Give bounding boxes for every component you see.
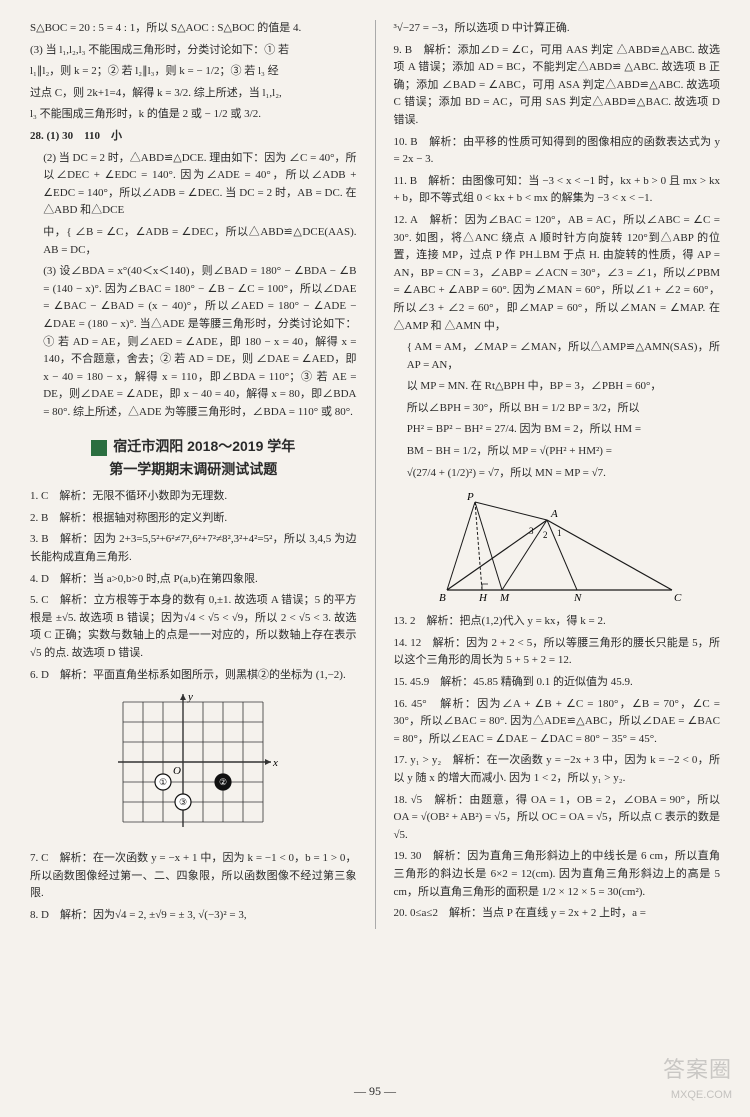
text: ³√−27 = −3，所以选项 D 中计算正确. xyxy=(394,20,721,38)
left-column: S△BOC = 20 : 5 = 4 : 1，所以 S△AOC : S△BOC … xyxy=(30,20,357,929)
answer-12f: BM − BH = 1/2，所以 MP = √(PH² + HM²) = xyxy=(394,443,721,461)
answer-8: 8. D 解析：因为√4 = 2, ±√9 = ± 3, √(−3)² = 3, xyxy=(30,907,357,925)
right-column: ³√−27 = −3，所以选项 D 中计算正确. 9. B 解析：添加∠D = … xyxy=(394,20,721,929)
answer-12e: PH² = BP² − BH² = 27/4. 因为 BM = 2，所以 HM … xyxy=(394,421,721,439)
question-28-2: (2) 当 DC = 2 时，△ABD≌△DCE. 理由如下：因为 ∠C = 4… xyxy=(30,150,357,220)
triangle-diagram: P A B HM N C 321 xyxy=(427,490,687,605)
answer-4: 4. D 解析：当 a>0,b>0 时,点 P(a,b)在第四象限. xyxy=(30,571,357,589)
svg-text:N: N xyxy=(573,592,582,604)
svg-text:①: ① xyxy=(159,777,167,787)
svg-text:②: ② xyxy=(219,777,227,787)
watermark: 答案圈 xyxy=(663,1052,732,1087)
svg-text:A: A xyxy=(550,508,558,520)
answer-7: 7. C 解析：在一次函数 y = −x + 1 中，因为 k = −1 < 0… xyxy=(30,850,357,903)
answer-12g: √(27/4 + (1/2)²) = √7，所以 MN = MP = √7. xyxy=(394,465,721,483)
question-28-1: 28. (1) 30 110 小 xyxy=(30,128,357,146)
answer-11: 11. B 解析：由图像可知：当 −3 < x < −1 时，kx + b > … xyxy=(394,173,721,208)
answer-20: 20. 0≤a≤2 解析：当点 P 在直线 y = 2x + 2 上时，a = xyxy=(394,905,721,923)
answer-3: 3. B 解析：因为 2+3=5,5²+6²≠7²,6²+7²≠8²,3²+4²… xyxy=(30,531,357,566)
answer-12: 12. A 解析：因为∠BAC = 120°，AB = AC，所以∠ABC = … xyxy=(394,212,721,335)
svg-text:M: M xyxy=(499,592,510,604)
svg-text:y: y xyxy=(187,692,193,703)
answer-12c: 以 MP = MN. 在 Rt△BPH 中，BP = 3，∠PBH = 60°， xyxy=(394,378,721,396)
question-28-4: (3) 设∠BDA = x°(40＜x＜140)，则∠BAD = 180° − … xyxy=(30,263,357,421)
text: (3) 当 l₁,l₂,l₃ 不能围成三角形时，分类讨论如下：① 若 xyxy=(30,42,357,60)
answer-18: 18. √5 解析：由题意，得 OA = 1，OB = 2，∠OBA = 90°… xyxy=(394,792,721,845)
question-28-3: 中，{ ∠B = ∠C，∠ADB = ∠DEC，所以△ABD≌△DCE(AAS)… xyxy=(30,224,357,259)
svg-text:H: H xyxy=(478,592,488,604)
title-line2: 第一学期期末调研测试试题 xyxy=(109,461,277,477)
text: l₁∥l₂，则 k = 2；② 若 l₂∥l₃，则 k = − 1/2；③ 若 … xyxy=(30,63,357,81)
text: 过点 C，则 2k+1=4，解得 k = 3/2. 综上所述，当 l₁,l₂, xyxy=(30,85,357,103)
svg-text:1: 1 xyxy=(557,528,562,538)
answer-6: 6. D 解析：平面直角坐标系如图所示，则黑棋②的坐标为 (1,−2). xyxy=(30,667,357,685)
svg-text:2: 2 xyxy=(543,530,548,540)
title-line1: 宿迁市泗阳 2018～2019 学年 xyxy=(113,438,295,454)
text: l₃ 不能围成三角形时，k 的值是 2 或 − 1/2 或 3/2. xyxy=(30,106,357,124)
answer-9: 9. B 解析：添加∠D = ∠C，可用 AAS 判定 △ABD≌△ABC. 故… xyxy=(394,42,721,130)
answer-15: 15. 45.9 解析：45.85 精确到 0.1 的近似值为 45.9. xyxy=(394,674,721,692)
text: S△BOC = 20 : 5 = 4 : 1，所以 S△AOC : S△BOC … xyxy=(30,20,357,38)
answer-5: 5. C 解析：立方根等于本身的数有 0,±1. 故选项 A 错误；5 的平方根… xyxy=(30,592,357,662)
answer-10: 10. B 解析：由平移的性质可知得到的图像相应的函数表达式为 y = 2x −… xyxy=(394,134,721,169)
answer-12d: 所以∠BPH = 30°，所以 BH = 1/2 BP = 3/2，所以 xyxy=(394,400,721,418)
svg-text:C: C xyxy=(674,592,682,604)
answer-2: 2. B 解析：根据轴对称图形的定义判断. xyxy=(30,510,357,528)
title-bullet-icon xyxy=(91,440,107,456)
svg-text:P: P xyxy=(466,491,474,503)
page-container: S△BOC = 20 : 5 = 4 : 1，所以 S△AOC : S△BOC … xyxy=(0,0,750,969)
column-divider xyxy=(375,20,376,929)
svg-text:O: O xyxy=(173,765,181,777)
section-title: 宿迁市泗阳 2018～2019 学年 第一学期期末调研测试试题 xyxy=(30,435,357,480)
watermark-url: MXQE.COM xyxy=(671,1087,732,1105)
answer-1: 1. C 解析：无限不循环小数即为无理数. xyxy=(30,488,357,506)
svg-text:3: 3 xyxy=(529,526,534,536)
svg-text:B: B xyxy=(439,592,446,604)
svg-text:x: x xyxy=(272,757,278,769)
answer-19: 19. 30 解析：因为直角三角形斜边上的中线长是 6 cm，所以直角三角形的斜… xyxy=(394,848,721,901)
answer-17: 17. y₁ > y₂ 解析：在一次函数 y = −2x + 3 中，因为 k … xyxy=(394,752,721,787)
page-number: — 95 — xyxy=(0,1082,750,1101)
grid-diagram: x y O① ② ③ xyxy=(108,692,278,842)
answer-13: 13. 2 解析：把点(1,2)代入 y = kx，得 k = 2. xyxy=(394,613,721,631)
answer-14: 14. 12 解析：因为 2 + 2 < 5，所以等腰三角形的腰长只能是 5，所… xyxy=(394,635,721,670)
svg-text:③: ③ xyxy=(179,797,187,807)
answer-16: 16. 45° 解析：因为∠A + ∠B + ∠C = 180°，∠B = 70… xyxy=(394,696,721,749)
answer-12b: { AM = AM，∠MAP = ∠MAN，所以△AMP≌△AMN(SAS)，所… xyxy=(394,339,721,374)
